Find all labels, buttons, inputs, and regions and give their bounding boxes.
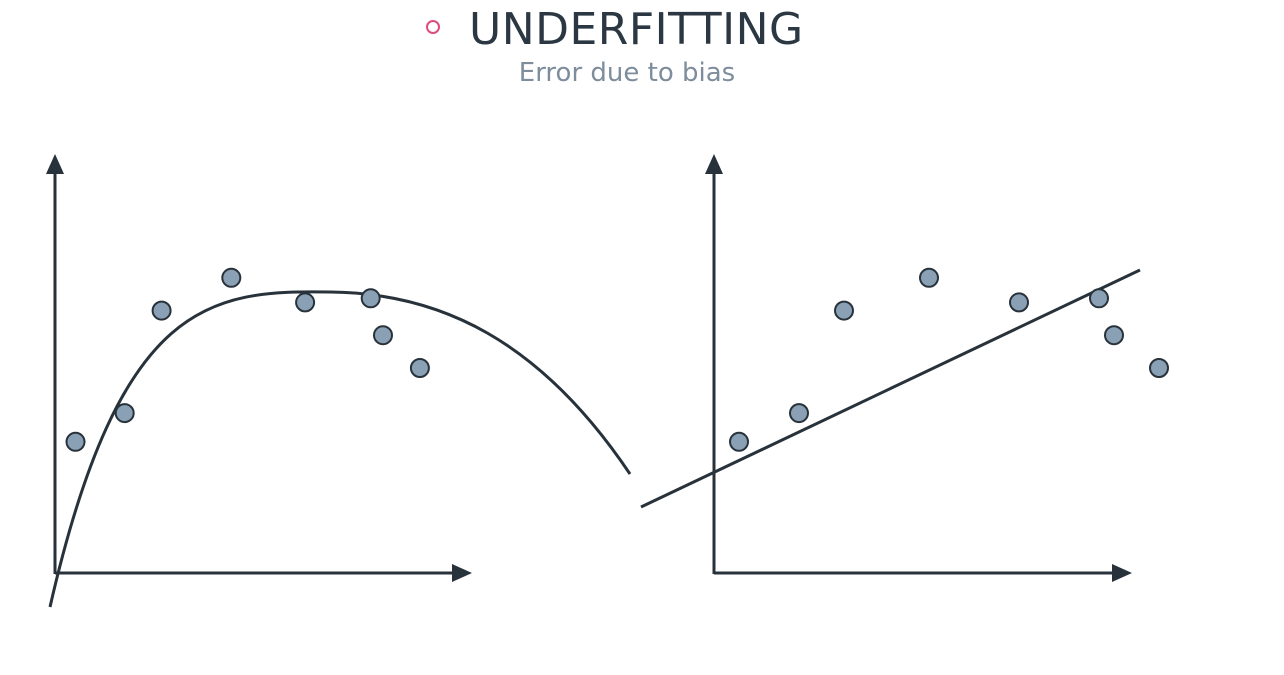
right-data-point-5 <box>1009 292 1029 313</box>
right-fit-line <box>640 268 1141 509</box>
left-points <box>65 267 430 452</box>
left-data-point-5 <box>295 292 316 313</box>
right-data-point-6 <box>1089 288 1109 309</box>
right-data-point-8 <box>1149 358 1169 378</box>
left-plot <box>46 154 632 608</box>
left-y-axis-arrowhead <box>46 154 64 174</box>
right-data-point-3 <box>834 300 854 321</box>
right-points <box>729 267 1169 452</box>
bullet-icon <box>426 20 440 34</box>
right-data-point-4 <box>919 267 939 288</box>
right-y-axis-arrowhead <box>705 154 723 174</box>
right-data-point-7 <box>1104 325 1124 346</box>
left-data-point-7 <box>373 325 393 346</box>
right-x-axis-arrowhead <box>1112 564 1132 582</box>
left-data-point-4 <box>221 267 242 288</box>
header: UNDERFITTING Error due to bias <box>0 0 1284 100</box>
right-data-point-1 <box>729 431 749 452</box>
left-data-point-3 <box>151 300 172 321</box>
left-fit-curve <box>48 290 632 608</box>
page-title: UNDERFITTING <box>469 4 804 55</box>
page-subtitle: Error due to bias <box>518 58 736 88</box>
left-data-point-6 <box>360 288 381 309</box>
left-x-axis-arrowhead <box>452 564 472 582</box>
right-data-point-2 <box>789 403 809 424</box>
left-data-point-2 <box>114 403 135 424</box>
left-data-point-1 <box>65 431 86 452</box>
right-plot <box>640 154 1169 582</box>
left-data-point-8 <box>409 358 430 378</box>
